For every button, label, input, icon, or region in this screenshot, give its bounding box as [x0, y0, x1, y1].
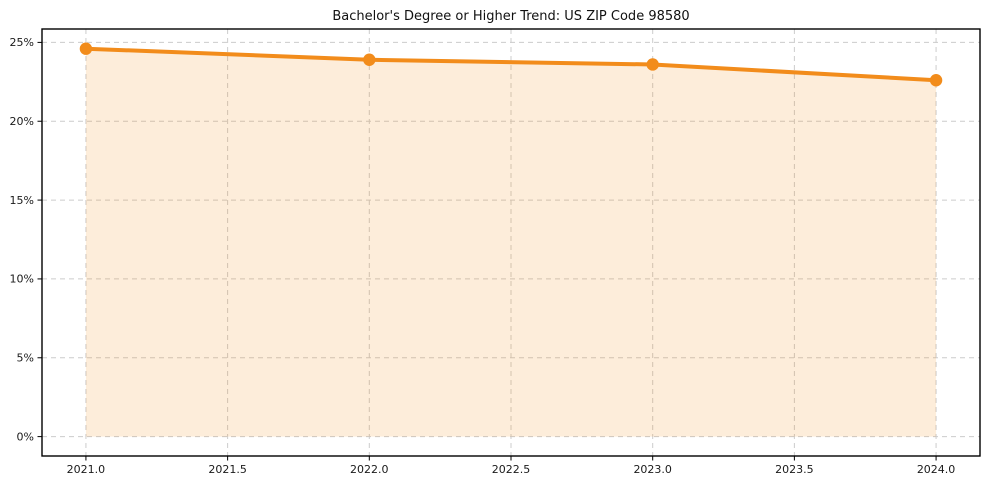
y-tick-label: 15%: [10, 194, 34, 207]
y-tick-label: 10%: [10, 273, 34, 286]
data-point-marker: [363, 53, 376, 66]
area-fill: [85, 48, 937, 437]
trend-line-path: [83, 46, 939, 83]
y-tick-label: 0%: [17, 430, 34, 443]
x-tick-label: 2022.0: [350, 463, 389, 476]
x-tick-label: 2022.5: [492, 463, 531, 476]
chart-title: Bachelor's Degree or Higher Trend: US ZI…: [332, 9, 689, 24]
x-tick-label: 2024.0: [917, 463, 956, 476]
y-tick-label: 25%: [10, 36, 34, 49]
area-fill-path: [85, 48, 937, 437]
data-point-marker: [929, 74, 943, 87]
plot-border: [41, 28, 981, 457]
x-tick-label: 2021.0: [67, 463, 106, 476]
data-point-marker: [646, 58, 659, 71]
x-tick-label: 2023.5: [775, 463, 814, 476]
y-tick-label: 5%: [17, 352, 34, 365]
data-points: [79, 42, 943, 87]
axes: 2021.0 2021.5 2022.0 2022.5 2023.0 2023.5 2024…: [10, 28, 981, 476]
trend-line: [83, 46, 939, 83]
data-point-marker: [79, 42, 93, 55]
x-tick-label: 2023.0: [633, 463, 672, 476]
x-tick-label: 2021.5: [208, 463, 247, 476]
y-tick-label: 20%: [10, 115, 34, 128]
gridlines: [42, 29, 980, 456]
